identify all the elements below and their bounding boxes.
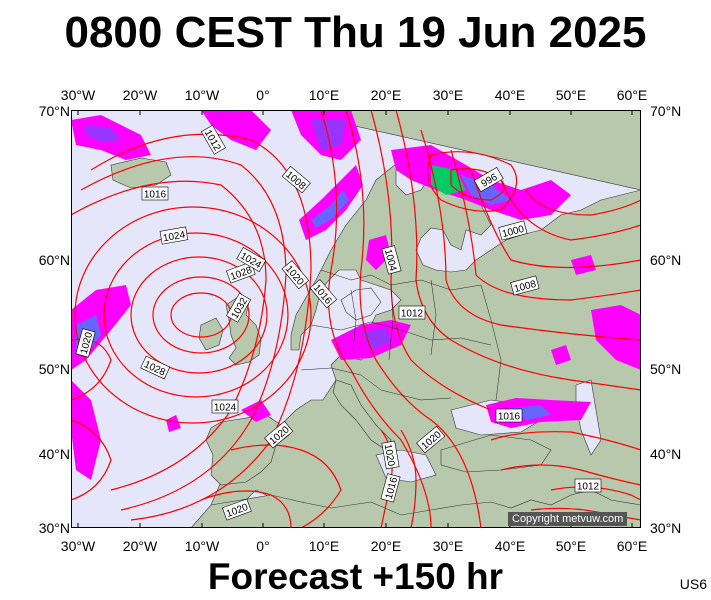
lon-tick-label: 30°E: [432, 538, 464, 554]
lon-tick-label: 30°W: [60, 87, 96, 103]
lon-tick-label: 10°W: [184, 538, 220, 554]
weather-map: 1012 1008 1016 1024 1028 1032 1024 1020 …: [71, 110, 641, 528]
lon-tick-label: 0°: [256, 87, 270, 103]
isobar-label: 1020: [382, 443, 397, 467]
copyright-notice: Copyright metvuw.com: [508, 512, 628, 526]
lon-tick-label: 60°E: [616, 87, 648, 103]
isobar-label: 1024: [162, 230, 186, 245]
isobar-label: 1016: [144, 190, 167, 201]
lon-tick-label: 10°W: [184, 87, 220, 103]
lon-tick-label: 40°E: [494, 538, 526, 554]
lat-tick-label: 40°N: [650, 446, 682, 462]
isobar-label: 1016: [498, 412, 521, 423]
lat-tick-label: 70°N: [650, 103, 682, 119]
lon-tick-label: 20°W: [122, 538, 158, 554]
forecast-label: Forecast +150 hr: [207, 556, 504, 597]
lon-tick-label: 10°E: [308, 538, 340, 554]
isobar-label: 1012: [577, 482, 600, 493]
lat-tick-label: 40°N: [38, 446, 70, 462]
map-canvas: 1012 1008 1016 1024 1028 1032 1024 1020 …: [71, 110, 641, 528]
lat-tick-label: 70°N: [38, 103, 70, 119]
lat-tick-label: 50°N: [650, 361, 682, 377]
lon-tick-label: 20°W: [122, 87, 158, 103]
lon-tick-label: 0°: [256, 538, 270, 554]
lat-tick-label: 60°N: [650, 252, 682, 268]
lat-tick-label: 30°N: [38, 520, 70, 536]
lat-tick-label: 60°N: [38, 252, 70, 268]
map-title: 0800 CEST Thu 19 Jun 2025: [64, 8, 647, 57]
lon-tick-label: 30°E: [432, 87, 464, 103]
isobar-label: 1012: [401, 309, 424, 320]
lon-tick-label: 60°E: [616, 538, 648, 554]
region-code: US6: [679, 576, 707, 592]
precipitation-areas: [71, 110, 641, 480]
lon-tick-label: 20°E: [370, 538, 402, 554]
lat-tick-label: 30°N: [650, 520, 682, 536]
lat-tick-label: 50°N: [38, 361, 70, 377]
lon-tick-label: 50°E: [555, 538, 587, 554]
lon-tick-label: 20°E: [370, 87, 402, 103]
lon-tick-label: 10°E: [308, 87, 340, 103]
lon-tick-label: 30°W: [60, 538, 96, 554]
isobar-label: 1024: [214, 403, 237, 414]
country-borders: [300, 269, 502, 401]
lon-tick-label: 50°E: [555, 87, 587, 103]
lon-tick-label: 40°E: [494, 87, 526, 103]
